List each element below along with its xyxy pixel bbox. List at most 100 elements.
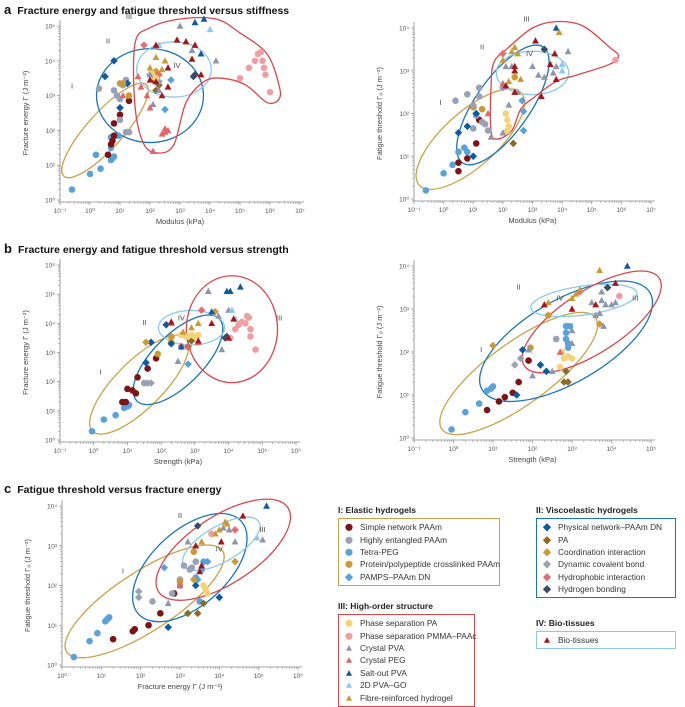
region-label: I xyxy=(122,567,124,576)
data-point-highly-entangled-paam xyxy=(481,120,489,128)
data-point-phase-separation-pmma-paac xyxy=(245,314,253,321)
triangle-marker xyxy=(345,694,353,701)
data-point-salt-out-pva xyxy=(191,18,199,26)
region-I-boundary xyxy=(61,82,149,179)
data-point-bio-tissues xyxy=(568,305,576,312)
data-point-phase-separation-pa xyxy=(204,590,211,597)
x-tick-label: 10⁰ xyxy=(85,207,95,215)
data-point-tetra-peg xyxy=(86,170,94,178)
region-I-boundary xyxy=(64,544,225,659)
legend-item-phase-separation-pmma-paac: Phase separation PMMA–PAAc xyxy=(344,629,477,641)
legend-item-tetra-peg: Tetra-PEG xyxy=(344,546,494,558)
chart-c: 10⁰ 10¹ 10² 10³ 10⁴ 10⁵ 10⁶ 10⁰ 10¹ 10² 10³ 10⁴ Frac… xyxy=(23,498,303,691)
data-point-physical-network-paam-dn xyxy=(164,623,172,632)
legend-item-crystal-peg: Crystal PEG xyxy=(344,654,469,666)
x-tick-label: 10³ xyxy=(175,208,185,215)
y-tick-label: 10² xyxy=(46,379,56,386)
data-point-physical-network-paam-dn xyxy=(469,152,478,161)
region-label: III xyxy=(259,525,265,534)
y-tick-label: 10⁴ xyxy=(45,321,55,328)
region-label: IV xyxy=(178,313,185,322)
data-point-fibre-reinforced-hydrogel xyxy=(179,328,187,335)
data-point-dynamic-covalent-bond xyxy=(134,587,143,596)
data-point-tetra-peg xyxy=(440,170,447,177)
data-point-simple-network-paam xyxy=(125,97,133,105)
data-point-highly-entangled-paam xyxy=(484,127,492,134)
data-point-salt-out-pva xyxy=(200,15,208,22)
data-point-protein-polypeptide-crosslinked-paam xyxy=(511,73,519,81)
data-point-bio-tissues xyxy=(551,50,559,57)
data-point-fibre-reinforced-hydrogel xyxy=(555,28,563,35)
data-point-highly-entangled-paam xyxy=(552,335,560,343)
legend-group-I: I: Elastic hydrogels Simple network PAAm… xyxy=(338,505,500,586)
panel-a-letter: a xyxy=(4,2,12,17)
region-label: III xyxy=(126,12,132,21)
data-point-bio-tissues xyxy=(192,542,200,549)
data-point-crystal-pva xyxy=(259,536,267,543)
data-point-crystal-pva xyxy=(608,301,615,308)
y-tick-label: 10⁴ xyxy=(399,26,409,33)
y-tick-label: 10¹ xyxy=(400,393,410,400)
triangle-marker xyxy=(345,645,353,651)
data-point-crystal-pva xyxy=(204,287,212,294)
data-point-physical-network-paam-dn xyxy=(454,128,463,137)
legend-item-label: Physical network–PAAm DN xyxy=(558,522,663,533)
data-point-tetra-peg xyxy=(462,408,469,416)
data-point-crystal-peg xyxy=(556,348,564,355)
legend-box-II: Physical network–PAAm DN PA Coordination i… xyxy=(536,518,676,599)
data-point-crystal-pva xyxy=(219,524,227,531)
legend-item-pa: PA xyxy=(542,533,670,545)
y-axis-label: Fracture energy Γ (J m⁻²) xyxy=(21,70,30,155)
x-tick-label: 10¹ xyxy=(97,673,107,680)
diamond-marker-icon xyxy=(542,585,552,594)
data-point-fibre-reinforced-hydrogel xyxy=(508,47,516,55)
data-point-phase-separation-pmma-paac xyxy=(251,57,259,65)
y-tick-label: 10³ xyxy=(400,68,410,75)
data-point-physical-network-paam-dn xyxy=(518,346,527,354)
region-IV-boundary xyxy=(157,309,226,346)
legend-item-label: PAMPS–PAAm DN xyxy=(360,571,431,582)
data-point-2d-pva-go xyxy=(253,534,261,541)
data-point-highly-entangled-paam xyxy=(180,562,188,569)
region-III-boundary xyxy=(132,16,282,154)
data-point-dynamic-covalent-bond xyxy=(469,101,478,109)
y-tick-label: 10⁰ xyxy=(399,196,409,204)
data-point-crystal-peg xyxy=(176,581,184,589)
data-point-crystal-peg xyxy=(184,343,192,350)
data-point-phase-separation-pa xyxy=(556,363,564,371)
data-point-phase-separation-pmma-paac xyxy=(616,292,623,300)
y-tick-label: 10² xyxy=(400,111,410,118)
data-point-crystal-peg xyxy=(161,128,169,135)
y-axis-label: Fatigue threshold Γ₀ (J m⁻²) xyxy=(23,539,32,632)
panel-c-title: c Fatigue threshold versus fracture energ… xyxy=(4,481,221,496)
data-point-hydrophobic-interaction xyxy=(499,49,507,58)
data-point-crystal-pva xyxy=(602,301,609,308)
data-point-highly-entangled-paam xyxy=(464,90,471,98)
legend-item-hydrophobic-interaction: Hydrophobic interaction xyxy=(542,571,670,583)
region-III-boundary xyxy=(185,275,279,384)
data-point-crystal-pva xyxy=(564,47,572,55)
data-point-physical-network-paam-dn xyxy=(110,57,118,65)
diamond-marker xyxy=(542,572,552,582)
data-point-pamps-paam-dn xyxy=(203,557,212,566)
triangle-marker xyxy=(543,637,551,643)
data-point-fibre-reinforced-hydrogel xyxy=(161,57,169,64)
data-point-highly-entangled-paam xyxy=(110,87,118,94)
data-point-simple-network-paam xyxy=(464,155,471,162)
data-point-simple-network-paam xyxy=(132,390,140,397)
data-point-hydrophobic-interaction xyxy=(140,41,148,49)
data-point-highly-entangled-paam xyxy=(475,93,483,100)
triangle-marker-icon xyxy=(345,669,353,676)
data-point-tetra-peg xyxy=(475,400,483,407)
data-point-tetra-peg xyxy=(449,161,456,169)
data-point-crystal-pva xyxy=(529,62,536,70)
data-point-fibre-reinforced-hydrogel xyxy=(158,65,166,73)
panel-b-title: b Fracture energy and fatigue threshold v… xyxy=(4,241,289,256)
y-tick-label: 10¹ xyxy=(400,154,410,161)
data-point-pamps-paam-dn xyxy=(193,575,202,584)
data-point-protein-polypeptide-crosslinked-paam xyxy=(478,105,486,113)
data-point-crystal-pva xyxy=(155,86,163,94)
data-point-salt-out-pva xyxy=(197,50,205,57)
legend-item-label: Hydrogen bonding xyxy=(558,584,626,595)
data-point-coordination-interaction xyxy=(142,338,150,347)
